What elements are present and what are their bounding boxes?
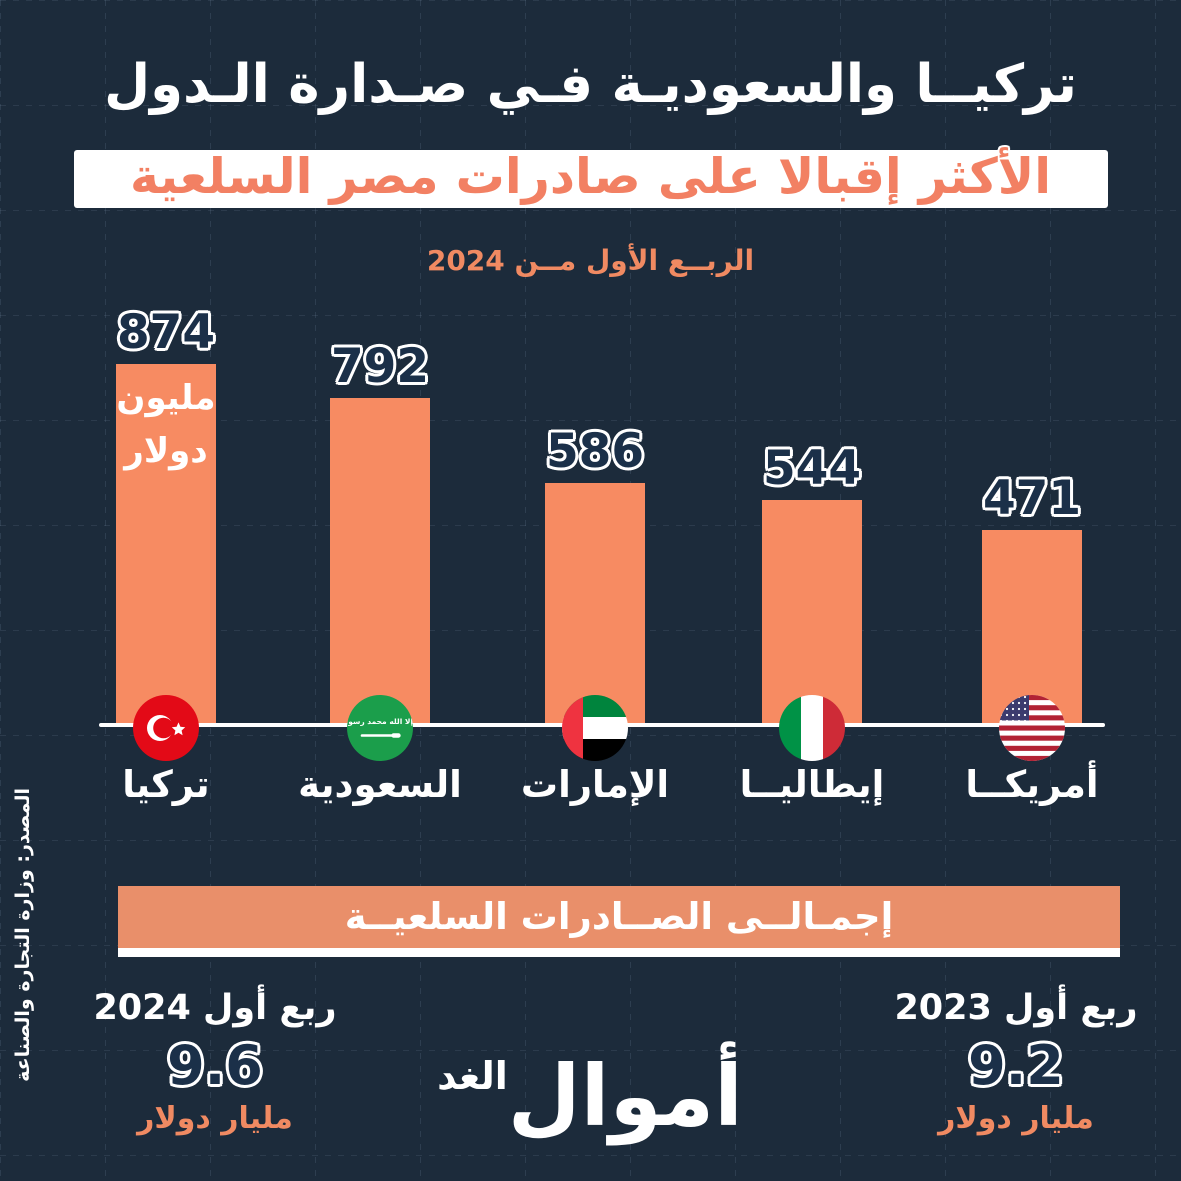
- saudi-arabia-flag-icon: لا إله إلا الله محمد رسول الله: [347, 695, 413, 761]
- bar-value-turkey: 874: [116, 305, 216, 360]
- bar-usa: [982, 530, 1082, 725]
- amwal-alghad-logo: أموال الغد: [437, 1052, 745, 1140]
- total-q1-2024-value: 9.6: [167, 1034, 263, 1097]
- totals-banner-underline: [118, 948, 1120, 957]
- bar-value-italy: 544: [762, 441, 862, 496]
- bar-value-usa: 471: [982, 471, 1082, 526]
- turkey-flag-icon: [133, 695, 199, 761]
- total-q1-2024-unit: مليار دولار: [137, 1101, 293, 1136]
- svg-text:لا إله إلا الله محمد رسول الله: لا إله إلا الله محمد رسول الله: [347, 717, 413, 726]
- bar-group-saudi-arabia: 792: [330, 339, 430, 725]
- bar-unit-label: مليون دولار: [116, 378, 216, 471]
- logo-sub-text: الغد: [437, 1054, 508, 1098]
- usa-flag-icon: [999, 695, 1065, 761]
- category-label-saudi-arabia: السعودية: [298, 763, 462, 806]
- italy-flag-icon: [779, 695, 845, 761]
- main-title-line2: الأكثر إقبالا على صادرات مصر السلعية: [129, 148, 1052, 205]
- totals-banner: إجمـالــى الصــادرات السلعيــة: [118, 886, 1120, 948]
- uae-flag-icon: [562, 695, 628, 761]
- total-q1-2023-unit: مليار دولار: [938, 1101, 1094, 1136]
- bar-group-turkey: 874 مليون دولار: [116, 305, 216, 725]
- bar-group-uae: 586: [545, 424, 645, 725]
- logo-main-text: أموال: [507, 1047, 745, 1145]
- total-q1-2024-period: ربع أول 2024: [93, 988, 337, 1028]
- category-label-usa: أمريكــا: [965, 763, 1099, 806]
- bar-uae: [545, 483, 645, 725]
- main-title-line1: تركيــا والسعوديـة فـي صـدارة الـدول: [104, 54, 1077, 115]
- bar-saudi-arabia: [330, 398, 430, 725]
- totals-banner-label: إجمـالــى الصــادرات السلعيــة: [344, 895, 894, 938]
- category-label-italy: إيطاليــا: [739, 763, 885, 806]
- total-q1-2024: ربع أول 2024 9.6 مليار دولار: [60, 988, 370, 1136]
- category-label-turkey: تركيا: [122, 763, 210, 806]
- total-q1-2023-value: 9.2: [968, 1034, 1064, 1097]
- total-q1-2023: ربع أول 2023 9.2 مليار دولار: [861, 988, 1171, 1136]
- bar-value-saudi-arabia: 792: [330, 339, 430, 394]
- bar-group-italy: 544: [762, 441, 862, 725]
- subtitle-period: الربــع الأول مــن 2024: [426, 244, 755, 277]
- bar-turkey: مليون دولار: [116, 364, 216, 725]
- category-label-uae: الإمارات: [520, 763, 670, 806]
- total-q1-2023-period: ربع أول 2023: [894, 988, 1138, 1028]
- bar-italy: [762, 500, 862, 725]
- title-highlight-band: [74, 150, 1108, 208]
- bar-value-uae: 586: [545, 424, 645, 479]
- bar-group-usa: 471: [982, 471, 1082, 725]
- source-attribution: المصدر: وزارة التجارة والصناعة: [12, 788, 34, 1082]
